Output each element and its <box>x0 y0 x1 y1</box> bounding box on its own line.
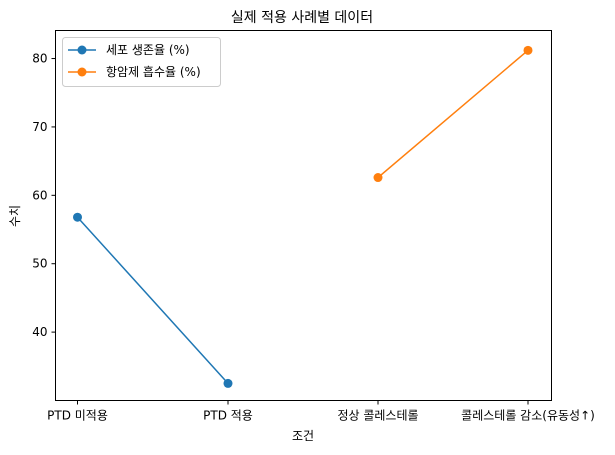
y-tick-label: 50 <box>32 257 47 271</box>
x-tick-label: PTD 적용 <box>203 409 253 423</box>
data-point <box>223 378 233 388</box>
y-tick-label: 70 <box>32 120 47 134</box>
series-layer <box>73 45 533 388</box>
y-tick-label: 40 <box>32 325 47 339</box>
legend-marker <box>77 67 87 77</box>
legend-marker <box>77 45 87 55</box>
legend: 세포 생존율 (%) 항암제 흡수율 (%) <box>62 37 221 87</box>
y-tick-label: 60 <box>32 188 47 202</box>
data-point <box>523 45 533 55</box>
legend-box <box>62 37 221 87</box>
chart-title: 실제 적용 사례별 데이터 <box>231 10 373 26</box>
x-tick-label: 정상 콜레스테롤 <box>337 409 418 423</box>
x-axis: PTD 미적용 PTD 적용 정상 콜레스테롤 콜레스테롤 감소(유동성↑) <box>47 400 595 423</box>
y-tick-label: 80 <box>32 52 47 66</box>
plot-area <box>55 30 552 401</box>
y-axis-label: 수치 <box>8 205 22 227</box>
x-tick-label: 콜레스테롤 감소(유동성↑) <box>461 409 595 423</box>
series-line-1 <box>76 216 229 384</box>
x-axis-label: 조건 <box>292 429 314 443</box>
data-point <box>373 173 383 183</box>
legend-label: 세포 생존율 (%) <box>106 43 190 57</box>
y-axis: 40 50 60 70 80 <box>32 52 56 339</box>
x-tick-label: PTD 미적용 <box>47 409 108 423</box>
series-line-2 <box>377 49 529 179</box>
legend-label: 항암제 흡수율 (%) <box>106 65 201 79</box>
data-point <box>73 212 82 222</box>
